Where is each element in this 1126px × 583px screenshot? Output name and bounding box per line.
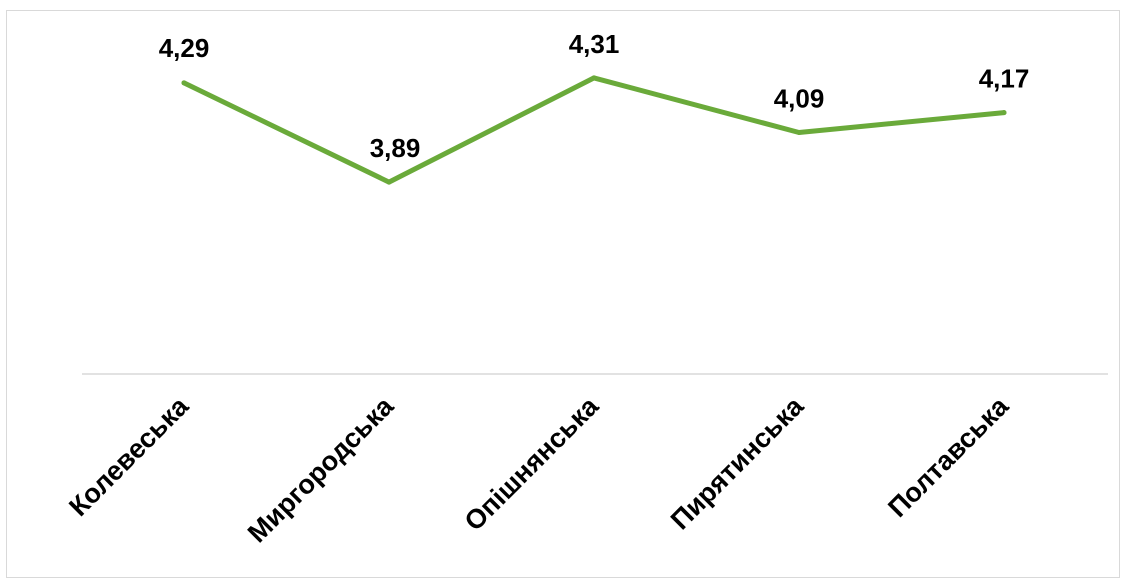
data-point-5 <box>1001 110 1007 116</box>
data-point-1 <box>181 80 187 86</box>
data-point-3 <box>591 75 597 81</box>
data-points <box>181 75 1007 185</box>
category-label-3: Опішнянська <box>459 390 605 536</box>
chart-frame <box>6 10 1120 578</box>
data-label-4: 4,09 <box>774 83 825 113</box>
category-label-2: Миргородська <box>242 390 400 548</box>
series-line <box>181 75 1007 185</box>
data-labels: 4,29 3,89 4,31 4,09 4,17 <box>159 29 1030 163</box>
category-label-4: Пирятинська <box>665 390 810 535</box>
data-label-3: 4,31 <box>569 29 620 59</box>
data-label-1: 4,29 <box>159 33 210 63</box>
data-label-2: 3,89 <box>370 133 421 163</box>
data-point-4 <box>796 129 802 135</box>
category-labels: Колевеська Миргородська Опішнянська Пирятин… <box>63 390 1015 548</box>
category-label-1: Колевеська <box>63 390 195 522</box>
data-label-5: 4,17 <box>979 64 1030 94</box>
category-label-5: Полтавська <box>882 390 1015 523</box>
data-point-2 <box>386 179 392 185</box>
